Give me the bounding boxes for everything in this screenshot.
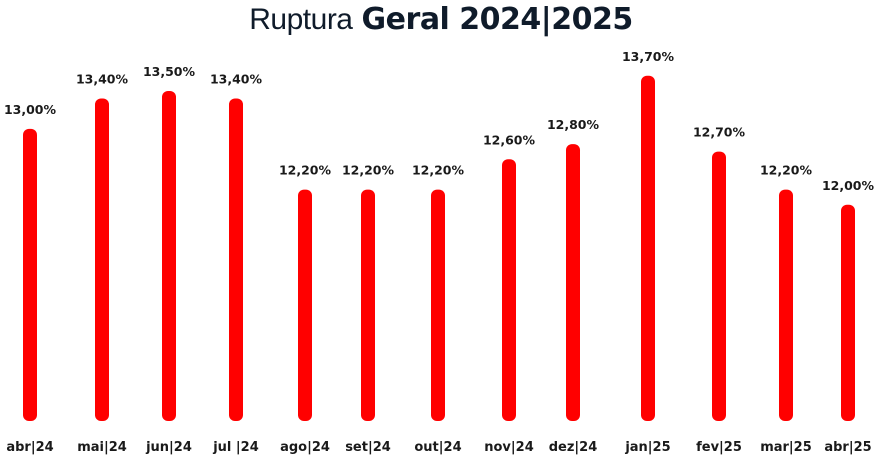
bar-4 [298, 189, 312, 421]
value-label-11: 12,20% [760, 163, 813, 178]
category-label-2: jun|24 [145, 440, 192, 455]
category-label-8: dez|24 [549, 440, 598, 455]
value-label-8: 12,80% [547, 117, 600, 132]
category-label-12: abr|25 [824, 440, 871, 455]
value-label-9: 13,70% [622, 49, 675, 64]
category-label-4: ago|24 [280, 440, 330, 455]
category-label-10: fev|25 [696, 440, 742, 455]
category-label-7: nov|24 [484, 440, 534, 455]
category-label-5: set|24 [345, 440, 391, 455]
bar-8 [566, 144, 580, 421]
category-label-9: jan|25 [624, 440, 670, 455]
chart-title-bold: Geral 2024|2025 [361, 2, 634, 37]
chart-title-light: Ruptura [249, 3, 353, 36]
value-label-10: 12,70% [693, 125, 746, 140]
bar-9 [641, 75, 655, 421]
category-label-6: out|24 [414, 440, 461, 455]
value-label-6: 12,20% [412, 163, 465, 178]
bar-3 [229, 98, 243, 421]
bar-11 [779, 189, 793, 421]
value-label-4: 12,20% [279, 163, 332, 178]
category-label-1: mai|24 [77, 440, 127, 455]
chart-title: Ruptura Geral 2024|2025 [0, 2, 882, 37]
value-label-7: 12,60% [483, 132, 536, 147]
bar-1 [95, 98, 109, 421]
bar-10 [712, 151, 726, 422]
bar-5 [361, 189, 375, 421]
value-label-0: 13,00% [4, 102, 57, 117]
value-label-3: 13,40% [210, 72, 263, 87]
bar-7 [502, 159, 516, 421]
value-label-1: 13,40% [76, 72, 129, 87]
bar-6 [431, 189, 445, 421]
category-label-0: abr|24 [6, 440, 53, 455]
bar-2 [162, 90, 176, 421]
bar-0 [23, 128, 37, 422]
category-label-11: mar|25 [760, 440, 812, 455]
bar-12 [841, 204, 855, 421]
value-label-2: 13,50% [143, 64, 196, 79]
category-label-3: jul |24 [212, 440, 259, 455]
value-label-5: 12,20% [342, 163, 395, 178]
value-label-12: 12,00% [822, 178, 875, 193]
